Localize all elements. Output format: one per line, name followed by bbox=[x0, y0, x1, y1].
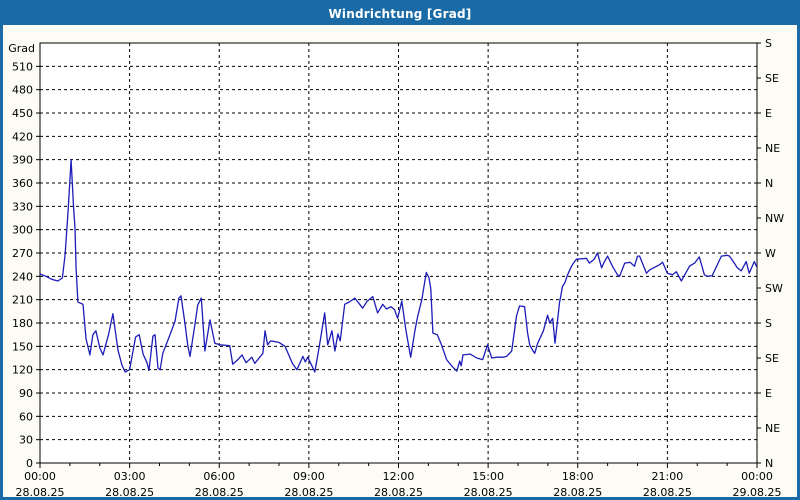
svg-text:E: E bbox=[765, 107, 772, 120]
svg-text:450: 450 bbox=[12, 107, 33, 120]
svg-text:SE: SE bbox=[765, 72, 779, 85]
svg-text:06:00: 06:00 bbox=[203, 470, 235, 483]
svg-text:28.08.25: 28.08.25 bbox=[643, 486, 692, 499]
svg-text:300: 300 bbox=[12, 224, 33, 237]
svg-text:120: 120 bbox=[12, 364, 33, 377]
svg-text:SE: SE bbox=[765, 352, 779, 365]
window-titlebar: Windrichtung [Grad] bbox=[3, 3, 797, 25]
svg-text:0: 0 bbox=[26, 457, 33, 470]
svg-text:N: N bbox=[765, 177, 773, 190]
svg-text:NE: NE bbox=[765, 422, 780, 435]
svg-text:30: 30 bbox=[19, 434, 33, 447]
svg-text:28.08.25: 28.08.25 bbox=[195, 486, 244, 499]
svg-text:Grad: Grad bbox=[8, 42, 35, 55]
svg-text:330: 330 bbox=[12, 200, 33, 213]
svg-text:28.08.25: 28.08.25 bbox=[16, 486, 65, 499]
svg-text:NE: NE bbox=[765, 142, 780, 155]
svg-text:18:00: 18:00 bbox=[562, 470, 594, 483]
svg-text:90: 90 bbox=[19, 387, 33, 400]
svg-text:28.08.25: 28.08.25 bbox=[464, 486, 513, 499]
svg-text:420: 420 bbox=[12, 130, 33, 143]
svg-text:210: 210 bbox=[12, 294, 33, 307]
svg-text:28.08.25: 28.08.25 bbox=[284, 486, 333, 499]
window-title: Windrichtung [Grad] bbox=[328, 7, 472, 21]
svg-text:240: 240 bbox=[12, 270, 33, 283]
svg-text:12:00: 12:00 bbox=[383, 470, 415, 483]
svg-text:29.08.25: 29.08.25 bbox=[733, 486, 782, 499]
svg-text:00:00: 00:00 bbox=[24, 470, 56, 483]
svg-text:00:00: 00:00 bbox=[741, 470, 773, 483]
wind-direction-line-chart: 0 30 60 90 120 150 180 210 240 270 300 330 360 390 420… bbox=[8, 37, 784, 499]
svg-text:270: 270 bbox=[12, 247, 33, 260]
svg-text:28.08.25: 28.08.25 bbox=[553, 486, 602, 499]
svg-text:180: 180 bbox=[12, 317, 33, 330]
svg-text:360: 360 bbox=[12, 177, 33, 190]
svg-text:60: 60 bbox=[19, 410, 33, 423]
svg-text:09:00: 09:00 bbox=[293, 470, 325, 483]
svg-text:480: 480 bbox=[12, 84, 33, 97]
svg-text:03:00: 03:00 bbox=[114, 470, 146, 483]
svg-text:21:00: 21:00 bbox=[652, 470, 684, 483]
svg-text:150: 150 bbox=[12, 340, 33, 353]
svg-text:N: N bbox=[765, 457, 773, 470]
svg-text:510: 510 bbox=[12, 60, 33, 73]
svg-text:S: S bbox=[765, 37, 772, 50]
svg-text:28.08.25: 28.08.25 bbox=[374, 486, 423, 499]
svg-text:28.08.25: 28.08.25 bbox=[105, 486, 154, 499]
svg-text:390: 390 bbox=[12, 154, 33, 167]
svg-text:W: W bbox=[765, 247, 776, 260]
svg-text:S: S bbox=[765, 317, 772, 330]
svg-text:NW: NW bbox=[765, 212, 784, 225]
chart-area: 0 30 60 90 120 150 180 210 240 270 300 330 360 390 420… bbox=[3, 25, 797, 499]
svg-text:15:00: 15:00 bbox=[472, 470, 504, 483]
svg-text:E: E bbox=[765, 387, 772, 400]
svg-text:SW: SW bbox=[765, 282, 783, 295]
